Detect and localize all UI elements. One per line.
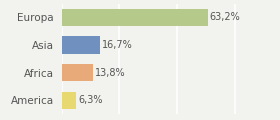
Text: 16,7%: 16,7% [102,40,133,50]
Bar [62,36,100,54]
Bar [62,9,207,26]
Bar [62,64,94,81]
Text: 6,3%: 6,3% [78,95,102,105]
Text: 63,2%: 63,2% [209,12,240,22]
Text: 13,8%: 13,8% [95,68,126,78]
Bar [62,92,76,109]
